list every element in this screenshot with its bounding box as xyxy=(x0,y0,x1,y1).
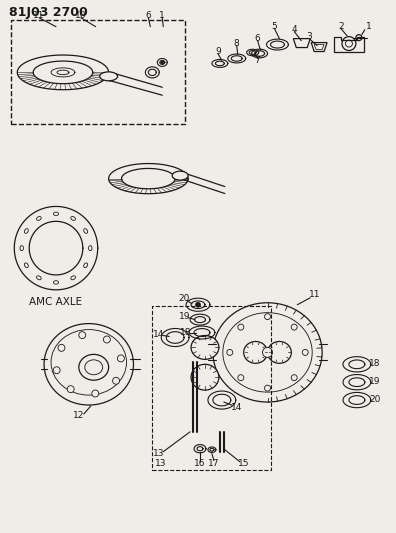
Text: 13: 13 xyxy=(154,459,166,468)
Text: 1: 1 xyxy=(366,22,372,31)
Circle shape xyxy=(112,377,120,384)
Circle shape xyxy=(291,324,297,330)
Text: 81J03 2700: 81J03 2700 xyxy=(10,6,88,19)
Circle shape xyxy=(196,302,200,307)
Text: 11: 11 xyxy=(33,11,45,20)
Text: 9: 9 xyxy=(215,47,221,56)
Ellipse shape xyxy=(244,342,268,364)
Circle shape xyxy=(291,375,297,381)
Ellipse shape xyxy=(79,354,109,380)
Circle shape xyxy=(265,313,270,320)
Ellipse shape xyxy=(172,171,188,180)
Text: 20: 20 xyxy=(369,394,381,403)
Circle shape xyxy=(67,386,74,393)
Text: 15: 15 xyxy=(238,459,249,468)
Ellipse shape xyxy=(191,365,219,390)
Text: 16: 16 xyxy=(194,459,206,468)
Text: 4: 4 xyxy=(291,25,297,34)
Text: 14: 14 xyxy=(231,402,242,411)
Text: 7: 7 xyxy=(255,56,261,65)
Bar xyxy=(11,20,185,124)
Text: 10: 10 xyxy=(75,11,87,20)
Ellipse shape xyxy=(44,324,133,405)
Bar xyxy=(152,306,272,470)
Circle shape xyxy=(103,336,110,343)
Circle shape xyxy=(117,355,124,362)
Text: 5: 5 xyxy=(272,22,277,31)
Text: 13: 13 xyxy=(152,449,164,458)
Text: 6: 6 xyxy=(145,11,151,20)
Text: 20: 20 xyxy=(179,294,190,303)
Circle shape xyxy=(79,332,86,338)
Text: 19: 19 xyxy=(369,377,381,386)
Circle shape xyxy=(302,350,308,356)
Text: 6: 6 xyxy=(255,34,261,43)
Text: 18: 18 xyxy=(180,328,192,337)
Text: 11: 11 xyxy=(309,290,321,300)
Circle shape xyxy=(58,344,65,351)
Text: 2: 2 xyxy=(338,22,344,31)
Ellipse shape xyxy=(191,335,219,359)
Text: 1: 1 xyxy=(159,11,165,20)
Circle shape xyxy=(263,348,272,357)
Polygon shape xyxy=(107,74,164,94)
Circle shape xyxy=(238,324,244,330)
Ellipse shape xyxy=(268,342,291,364)
Circle shape xyxy=(238,375,244,381)
Circle shape xyxy=(53,367,60,374)
Circle shape xyxy=(92,390,99,397)
Ellipse shape xyxy=(100,72,118,81)
Text: 8: 8 xyxy=(234,39,240,48)
Ellipse shape xyxy=(213,303,322,402)
Text: 14: 14 xyxy=(152,330,164,339)
Text: 18: 18 xyxy=(369,359,381,368)
Circle shape xyxy=(227,350,233,356)
Circle shape xyxy=(161,61,164,64)
Text: 12: 12 xyxy=(73,411,84,421)
Circle shape xyxy=(265,385,270,391)
Text: 17: 17 xyxy=(208,459,220,468)
Text: 19: 19 xyxy=(179,312,191,321)
Text: AMC AXLE: AMC AXLE xyxy=(29,297,82,307)
Text: 3: 3 xyxy=(307,32,312,41)
